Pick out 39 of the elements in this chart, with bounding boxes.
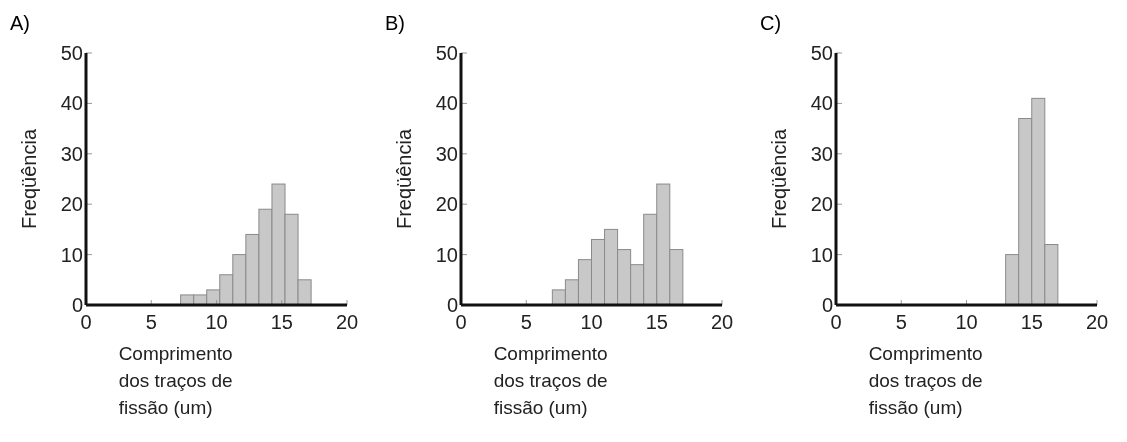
x-tick-label: 10	[580, 311, 603, 333]
y-tick-label: 20	[810, 193, 833, 216]
x-tick-label: 5	[520, 311, 532, 333]
y-tick-label: 20	[435, 193, 458, 216]
x-axis-title: Comprimento dos traços de fissão (um)	[493, 343, 608, 418]
x-axis-title: Comprimento dos traços de fissão (um)	[118, 343, 233, 418]
y-tick-label: 0	[821, 294, 833, 316]
y-axis-title: Freqüência	[393, 128, 415, 230]
x-tick-label: 5	[895, 311, 907, 333]
y-tick-label: 40	[60, 92, 83, 115]
y-tick-label: 50	[810, 42, 833, 64]
y-tick-label: 10	[435, 243, 458, 266]
x-tick-label: 15	[270, 311, 293, 333]
chart-title: C)	[760, 12, 782, 34]
y-axis-title: Freqüência	[768, 128, 790, 230]
y-tick-label: 50	[435, 42, 458, 64]
y-tick-label: 0	[446, 294, 458, 316]
y-tick-label: 10	[810, 243, 833, 266]
chart-title: B)	[385, 12, 405, 34]
chart-title: A)	[10, 12, 30, 34]
x-tick-label: 5	[145, 311, 157, 333]
x-axis-title: Comprimento dos traços de fissão (um)	[868, 343, 983, 418]
x-tick-label: 15	[1020, 311, 1043, 333]
y-tick-label: 30	[60, 142, 83, 165]
x-tick-label: 20	[710, 311, 734, 333]
y-tick-label: 20	[60, 193, 83, 216]
y-tick-label: 40	[810, 92, 833, 115]
x-tick-label: 15	[645, 311, 668, 333]
x-tick-label: 20	[335, 311, 359, 333]
y-axis-title: Freqüência	[18, 128, 40, 230]
x-tick-label: 10	[955, 311, 978, 333]
x-tick-label: 10	[205, 311, 228, 333]
x-tick-label: 20	[1085, 311, 1109, 333]
y-tick-label: 40	[435, 92, 458, 115]
y-tick-label: 30	[435, 142, 458, 165]
y-tick-label: 30	[810, 142, 833, 165]
y-tick-label: 50	[60, 42, 83, 64]
y-tick-label: 0	[71, 294, 83, 316]
y-tick-label: 10	[60, 243, 83, 266]
